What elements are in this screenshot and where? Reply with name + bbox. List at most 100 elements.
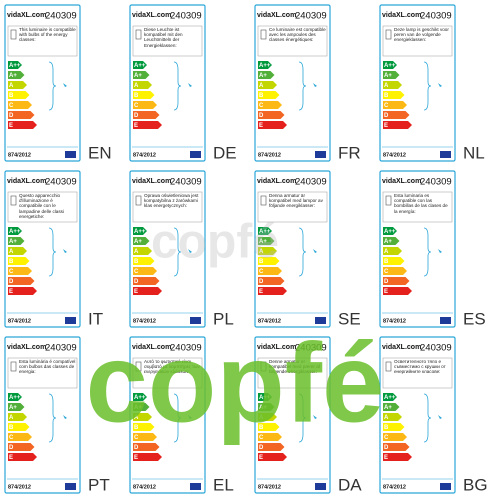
text-box	[7, 191, 78, 223]
text-box	[132, 357, 203, 389]
compat-text-box: Esta luminaria es compatible con las bom…	[394, 193, 448, 214]
language-code: DE	[213, 143, 237, 162]
class-label: A	[384, 415, 389, 421]
class-label: A+	[384, 405, 392, 411]
regulation: 874/2012	[133, 318, 156, 324]
class-bar	[8, 121, 37, 129]
eu-flag	[315, 317, 326, 324]
class-bar	[383, 227, 397, 235]
product-code: 240309	[170, 177, 202, 188]
class-label: B	[134, 425, 139, 431]
class-bar	[8, 267, 32, 275]
class-bar	[8, 433, 32, 441]
class-label: E	[384, 455, 388, 461]
language-code: FR	[338, 143, 361, 162]
class-bar	[383, 61, 397, 69]
class-bar	[258, 423, 280, 431]
class-label: D	[259, 279, 264, 285]
class-label: C	[259, 269, 264, 275]
class-bar	[258, 111, 285, 119]
eu-flag	[190, 483, 201, 490]
class-label: A+	[134, 405, 142, 411]
class-bar	[8, 453, 37, 461]
bracket	[173, 61, 182, 111]
class-label: A+	[134, 239, 142, 245]
language-code: ES	[463, 309, 486, 328]
class-label: A++	[134, 63, 146, 69]
class-label: D	[134, 445, 139, 451]
brand: vidaXL.com	[257, 12, 296, 19]
brand: vidaXL.com	[382, 178, 421, 185]
bracket	[48, 227, 57, 277]
class-bar	[133, 91, 155, 99]
compat-text-box: Oprawa oświetleniowa jest kompatybilna z…	[144, 193, 199, 209]
lamp-glyph	[63, 249, 67, 253]
text-box	[257, 25, 328, 57]
class-bar	[133, 81, 152, 89]
lamp-glyph	[313, 415, 317, 419]
class-bar	[258, 237, 275, 245]
language-code: IT	[88, 309, 103, 328]
class-bar	[133, 443, 160, 451]
compat-text-box: This luminaire is compatible with bulbs …	[19, 27, 76, 43]
class-label: A++	[134, 229, 146, 235]
class-bar	[8, 91, 30, 99]
class-label: A+	[384, 73, 392, 79]
product-code: 240309	[295, 11, 327, 22]
class-bar	[258, 257, 280, 265]
class-label: D	[9, 445, 14, 451]
compat-text-box: Diese Leuchte ist kompatibel mit den Leu…	[144, 27, 183, 48]
regulation: 874/2012	[8, 484, 31, 490]
class-bar	[8, 413, 27, 421]
class-bar	[383, 257, 405, 265]
eu-flag	[315, 483, 326, 490]
compat-text-box: Denna armatur är kompatibel med lampor a…	[269, 193, 323, 208]
class-label: C	[134, 435, 139, 441]
class-bar	[258, 443, 285, 451]
lamp-glyph	[313, 249, 317, 253]
eu-flag	[440, 151, 451, 158]
brand: vidaXL.com	[382, 12, 421, 19]
regulation: 874/2012	[133, 152, 156, 158]
language-code: EL	[213, 475, 234, 494]
language-code: BG	[463, 475, 488, 494]
lamp-icon	[260, 195, 267, 206]
class-bar	[258, 91, 280, 99]
class-bar	[133, 247, 152, 255]
eu-flag	[315, 151, 326, 158]
class-bar	[383, 287, 412, 295]
class-bar	[258, 287, 287, 295]
class-label: D	[259, 113, 264, 119]
lamp-icon	[135, 29, 142, 40]
class-label: A+	[259, 405, 267, 411]
class-label: A++	[259, 229, 271, 235]
bracket	[48, 393, 57, 443]
class-bar	[383, 121, 412, 129]
class-label: C	[9, 269, 14, 275]
class-bar	[383, 91, 405, 99]
class-label: C	[134, 269, 139, 275]
compat-text-box: Αυτό το φωτιστικό είναι συμβατό με λαμπτ…	[144, 359, 200, 374]
regulation: 874/2012	[258, 318, 281, 324]
brand: vidaXL.com	[132, 344, 171, 351]
bracket	[173, 227, 182, 277]
class-label: E	[259, 289, 263, 295]
product-code: 240309	[170, 11, 202, 22]
watermark-faint: copfé	[151, 216, 279, 269]
compat-text: Questo apparecchio d'illuminazione è com…	[19, 193, 64, 219]
class-bar	[383, 237, 400, 245]
class-bar	[383, 443, 410, 451]
compat-text: Oprawa oświetleniowa jest kompatybilna z…	[144, 193, 199, 209]
class-label: A	[134, 83, 139, 89]
compat-text: This luminaire is compatible with bulbs …	[19, 27, 76, 43]
class-label: E	[9, 289, 13, 295]
class-label: C	[384, 269, 389, 275]
product-code: 240309	[45, 11, 77, 22]
class-bar	[383, 413, 402, 421]
class-label: C	[384, 435, 389, 441]
